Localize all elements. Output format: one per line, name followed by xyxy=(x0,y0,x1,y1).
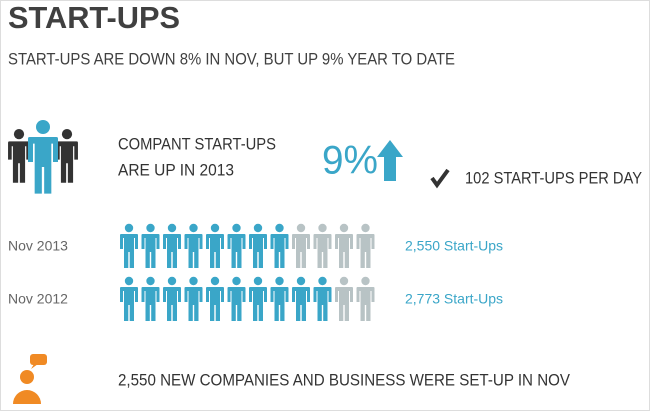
row-label: Nov 2012 xyxy=(8,291,68,307)
up-arrow xyxy=(377,140,403,181)
title: START-UPS xyxy=(8,0,180,35)
percent: 9% xyxy=(322,139,378,183)
speech-person-icon xyxy=(13,354,47,404)
subtitle: START-UPS ARE DOWN 8% IN NOV, BUT UP 9% … xyxy=(8,49,455,68)
pictogram-rows: Nov 2013 2,550 Start-Ups Nov 2012 2,773 Sta… xyxy=(8,223,503,321)
per-day: 102 START-UPS PER DAY xyxy=(465,168,642,187)
footer-text: 2,550 NEW COMPANIES AND BUSINESS WERE SE… xyxy=(118,370,571,389)
row-value: 2,550 Start-Ups xyxy=(405,238,503,254)
highlight-line2: ARE UP IN 2013 xyxy=(118,160,234,179)
highlight-line1: COMPANT START-UPS xyxy=(118,134,276,153)
row-value: 2,773 Start-Ups xyxy=(405,291,503,307)
row-label: Nov 2013 xyxy=(8,238,68,254)
checkmark xyxy=(430,168,450,189)
